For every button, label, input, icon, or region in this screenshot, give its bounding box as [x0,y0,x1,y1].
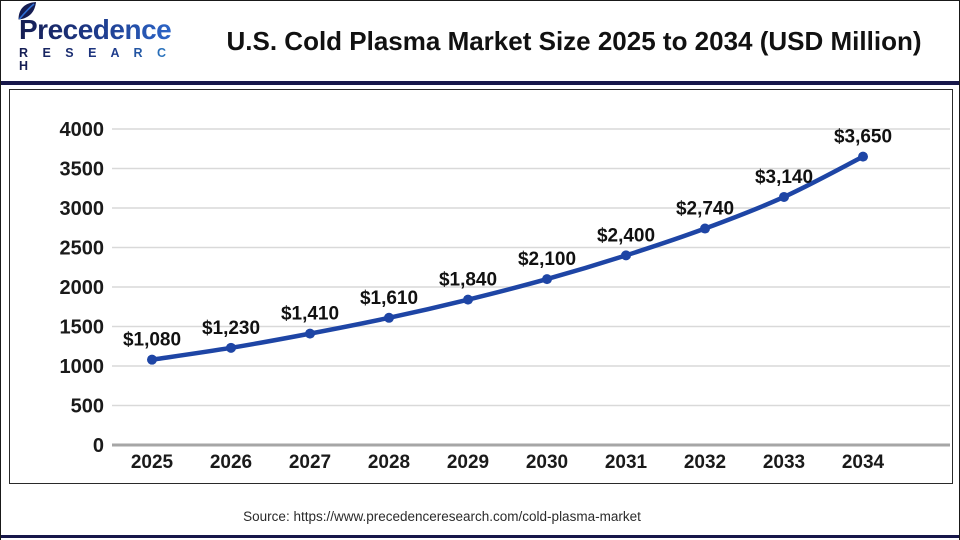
header: Precedence R E S E A R C H U.S. Cold Pla… [1,1,959,81]
data-point-marker [226,342,236,353]
data-point-label: $3,140 [755,167,813,188]
trend-line [149,154,866,362]
chart-title: U.S. Cold Plasma Market Size 2025 to 203… [226,25,922,56]
data-point-label: $1,410 [281,304,339,325]
data-point-label: $1,840 [439,270,497,291]
header-separator-rule [1,81,959,85]
y-axis-tick-label: 0 [93,435,104,457]
data-point-marker [779,191,789,202]
y-axis-tick-label: 3500 [60,159,105,181]
data-point-label: $3,650 [834,127,892,148]
data-point-marker [305,328,315,339]
x-axis-tick-label: 2034 [842,452,885,473]
data-point-marker [147,354,157,365]
y-axis-tick-label: 2500 [60,238,105,260]
data-point-label: $1,230 [202,318,260,339]
y-axis-tick-label: 3000 [60,198,105,220]
logo-wordmark: Precedence [19,16,189,44]
x-axis-tick-label: 2030 [526,452,568,473]
data-point-marker [858,151,868,162]
data-point-label: $2,740 [676,199,734,220]
y-axis-tick-label: 1500 [60,317,105,339]
source-text: Source: https://www.precedenceresearch.c… [243,509,641,524]
data-point-label: $2,400 [597,225,655,246]
x-axis-tick-label: 2025 [131,452,174,473]
x-axis-tick-label: 2031 [605,452,648,473]
y-axis-tick-label: 1000 [60,356,105,378]
x-axis-tick-label: 2032 [684,452,726,473]
x-axis-tick-label: 2027 [289,452,331,473]
data-point-label: $1,610 [360,288,418,309]
y-axis-tick-label: 2000 [60,277,105,299]
data-point-marker [542,274,552,285]
x-axis-tick-label: 2028 [368,452,410,473]
x-axis-tick-label: 2026 [210,452,252,473]
data-point-marker [463,294,473,305]
line-chart: 0 500 1000 1500 2000 2500 3000 3500 4000 2025 2026… [60,119,950,473]
data-point-label: $1,080 [123,330,181,351]
x-axis-tick-label: 2033 [763,452,805,473]
data-point-label: $2,100 [518,249,576,270]
logo-subtitle: R E S E A R C H [19,47,189,72]
data-point-marker [621,250,631,261]
footer-rule [1,535,959,538]
title-container: U.S. Cold Plasma Market Size 2025 to 203… [189,1,959,81]
y-axis-tick-label: 4000 [60,119,105,141]
data-point-marker [700,223,710,234]
y-axis-tick-label: 500 [71,396,104,418]
data-point-marker [384,312,394,323]
leaf-logo-icon [18,2,36,20]
x-axis-tick-label: 2029 [447,452,489,473]
precedence-research-logo: Precedence R E S E A R C H [18,2,189,72]
chart-area: 0 500 1000 1500 2000 2500 3000 3500 4000 2025 2026… [9,89,953,484]
